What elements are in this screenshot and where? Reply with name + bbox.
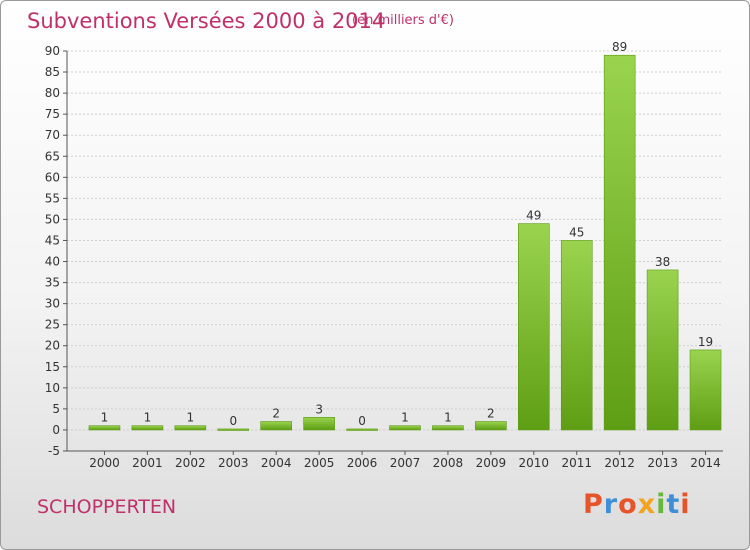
x-tick-label: 2004 (261, 456, 292, 470)
y-tick-label: 90 (45, 44, 60, 58)
y-tick-label: 65 (45, 149, 60, 163)
bar-value-label: 1 (444, 411, 452, 425)
bar (432, 425, 464, 431)
bar-value-label: 19 (698, 335, 713, 349)
bar (131, 425, 164, 431)
x-tick-label: 2003 (218, 456, 249, 470)
y-tick-label: 5 (52, 402, 60, 416)
bar (475, 421, 507, 431)
x-tick-label: 2012 (604, 456, 635, 470)
bar (389, 425, 421, 431)
bar (217, 428, 250, 431)
chart-title: Subventions Versées 2000 à 2014 (27, 9, 386, 33)
x-tick-label: 2001 (132, 456, 163, 470)
y-tick-label: 55 (45, 191, 60, 205)
bar-value-label: 2 (272, 407, 280, 421)
bar-value-label: 1 (187, 411, 195, 425)
bar (689, 349, 722, 431)
bar (646, 269, 679, 431)
bar (174, 425, 207, 431)
y-tick-label: 50 (45, 212, 60, 226)
logo-letter: t (666, 489, 681, 520)
x-tick-label: 2008 (433, 456, 464, 470)
x-tick-label: 2009 (476, 456, 507, 470)
bar (346, 428, 378, 431)
y-tick-label: 80 (45, 86, 60, 100)
y-tick-label: 10 (45, 381, 60, 395)
x-tick-label: 2013 (647, 456, 678, 470)
commune-name: SCHOPPERTEN (37, 496, 177, 518)
bar-value-label: 38 (655, 255, 670, 269)
bar-value-label: 1 (144, 411, 152, 425)
bar-value-label: 1 (101, 411, 109, 425)
y-tick-label: 15 (45, 360, 60, 374)
bar (260, 421, 293, 431)
logo-letter: i (656, 489, 667, 520)
x-tick-label: 2014 (690, 456, 721, 470)
y-tick-label: 85 (45, 65, 60, 79)
chart-unit-note: (en milliers d'€) (352, 13, 454, 28)
y-tick-label: 35 (45, 276, 60, 290)
logo-letter: P (583, 489, 604, 520)
bar (517, 223, 550, 431)
logo-letter: o (618, 489, 638, 520)
bar-value-label: 3 (315, 402, 323, 416)
logo-letter: r (603, 489, 619, 520)
bar-value-label: 1 (401, 411, 409, 425)
bar (303, 417, 335, 431)
y-tick-label: 20 (45, 339, 60, 353)
y-tick-label: 70 (45, 128, 60, 142)
bar-value-label: 45 (569, 225, 584, 239)
proxiti-logo: Proxiti (583, 489, 691, 520)
bar-value-label: 0 (229, 414, 237, 428)
y-tick-label: 60 (45, 170, 60, 184)
y-tick-label: 25 (45, 318, 60, 332)
logo-letter: i (680, 489, 691, 520)
y-tick-label: 40 (45, 255, 60, 269)
y-tick-label: 0 (52, 423, 60, 437)
y-tick-label: -5 (48, 444, 60, 458)
bar (560, 240, 593, 431)
bar-value-label: 89 (612, 40, 627, 54)
x-tick-label: 2006 (347, 456, 378, 470)
x-tick-label: 2005 (304, 456, 335, 470)
x-tick-label: 2002 (175, 456, 206, 470)
x-tick-label: 2011 (561, 456, 592, 470)
y-tick-label: 45 (45, 233, 60, 247)
x-tick-label: 2010 (519, 456, 550, 470)
bar-value-label: 49 (526, 209, 541, 223)
x-tick-label: 2007 (390, 456, 421, 470)
bar-value-label: 0 (358, 414, 366, 428)
logo-letter: x (637, 489, 657, 520)
x-tick-label: 2000 (89, 456, 120, 470)
bar (603, 54, 636, 431)
y-tick-label: 30 (45, 297, 60, 311)
bar-value-label: 2 (487, 407, 495, 421)
bar (88, 425, 121, 431)
y-tick-label: 75 (45, 107, 60, 121)
